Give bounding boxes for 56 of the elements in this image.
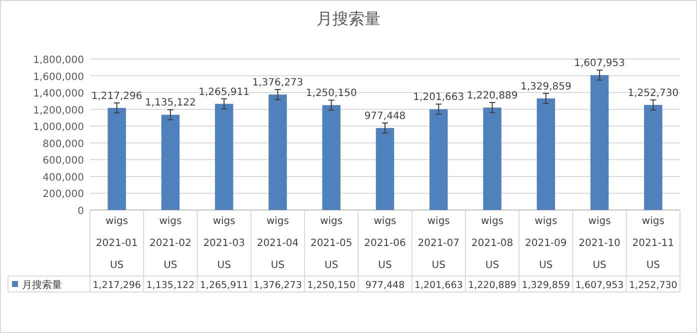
y-tick-label: 1,600,000 (33, 72, 84, 83)
bar (161, 114, 180, 210)
y-tick-label: 1,000,000 (33, 122, 84, 134)
bar (536, 98, 556, 210)
data-label: 977,448 (365, 280, 405, 291)
y-tick-label: 400,000 (42, 172, 84, 184)
y-tick-label: 1,400,000 (33, 88, 84, 100)
x-tick-label: wigs 2021-01 US (96, 216, 138, 271)
bar (108, 108, 126, 210)
data-label: 1,217,296 (92, 280, 141, 291)
text: 1,265,911 (198, 86, 250, 98)
data-label: 1,265,911 (200, 280, 248, 291)
text: 1,607,953 (574, 58, 625, 70)
data-label: 1,250,150 (307, 280, 356, 291)
y-tick-label: 1,200,000 (33, 105, 84, 116)
data-label: 1,376,273 (254, 280, 302, 291)
y-tick-label: 1,800,000 (33, 55, 84, 66)
y-tick-label: 0 (78, 206, 84, 217)
text: 1,250,150 (306, 88, 357, 100)
bar (376, 128, 394, 210)
chart-title: 月搜索量 (316, 9, 380, 28)
y-tick-label: 600,000 (42, 156, 84, 167)
text: 1,376,273 (252, 78, 304, 89)
text: 1,220,889 (466, 90, 518, 102)
legend-label: 月搜索量 (22, 279, 62, 291)
x-tick-label: wigs 2021-06 US (364, 216, 406, 271)
y-tick-label: 200,000 (42, 189, 84, 200)
bar (590, 75, 609, 210)
bar (268, 94, 287, 210)
bar (483, 108, 502, 210)
bar (644, 104, 662, 210)
bar (430, 109, 448, 210)
x-tick-label: wigs 2021-09 US (525, 216, 567, 271)
y-tick-label: 800,000 (42, 138, 84, 150)
data-label: 1,329,859 (522, 280, 570, 291)
bar (214, 104, 234, 210)
x-tick-label: wigs 2021-10 US (578, 216, 620, 271)
text: 1,329,859 (520, 81, 572, 92)
text: 1,201,663 (413, 92, 464, 104)
text: 1,252,730 (628, 88, 679, 99)
data-label: 1,201,663 (414, 280, 463, 291)
x-tick-label: wigs 2021-07 US (418, 216, 460, 271)
text: 977,448 (364, 110, 406, 122)
data-label: 1,607,953 (575, 280, 624, 291)
x-tick-label: wigs 2021-02 US (150, 216, 192, 271)
data-label: 1,220,889 (468, 280, 516, 291)
text: 1,135,122 (145, 98, 196, 109)
x-tick-label: wigs 2021-11 US (632, 216, 674, 271)
x-tick-label: wigs 2021-05 US (310, 216, 352, 271)
x-tick-label: wigs 2021-03 US (203, 216, 245, 271)
bar (322, 105, 340, 210)
text: 1,217,296 (91, 90, 142, 102)
x-tick-label: wigs 2021-08 US (471, 216, 514, 271)
x-tick-label: wigs 2021-04 US (256, 216, 299, 271)
data-label: 1,252,730 (629, 280, 678, 291)
data-label: 1,135,122 (146, 280, 195, 291)
